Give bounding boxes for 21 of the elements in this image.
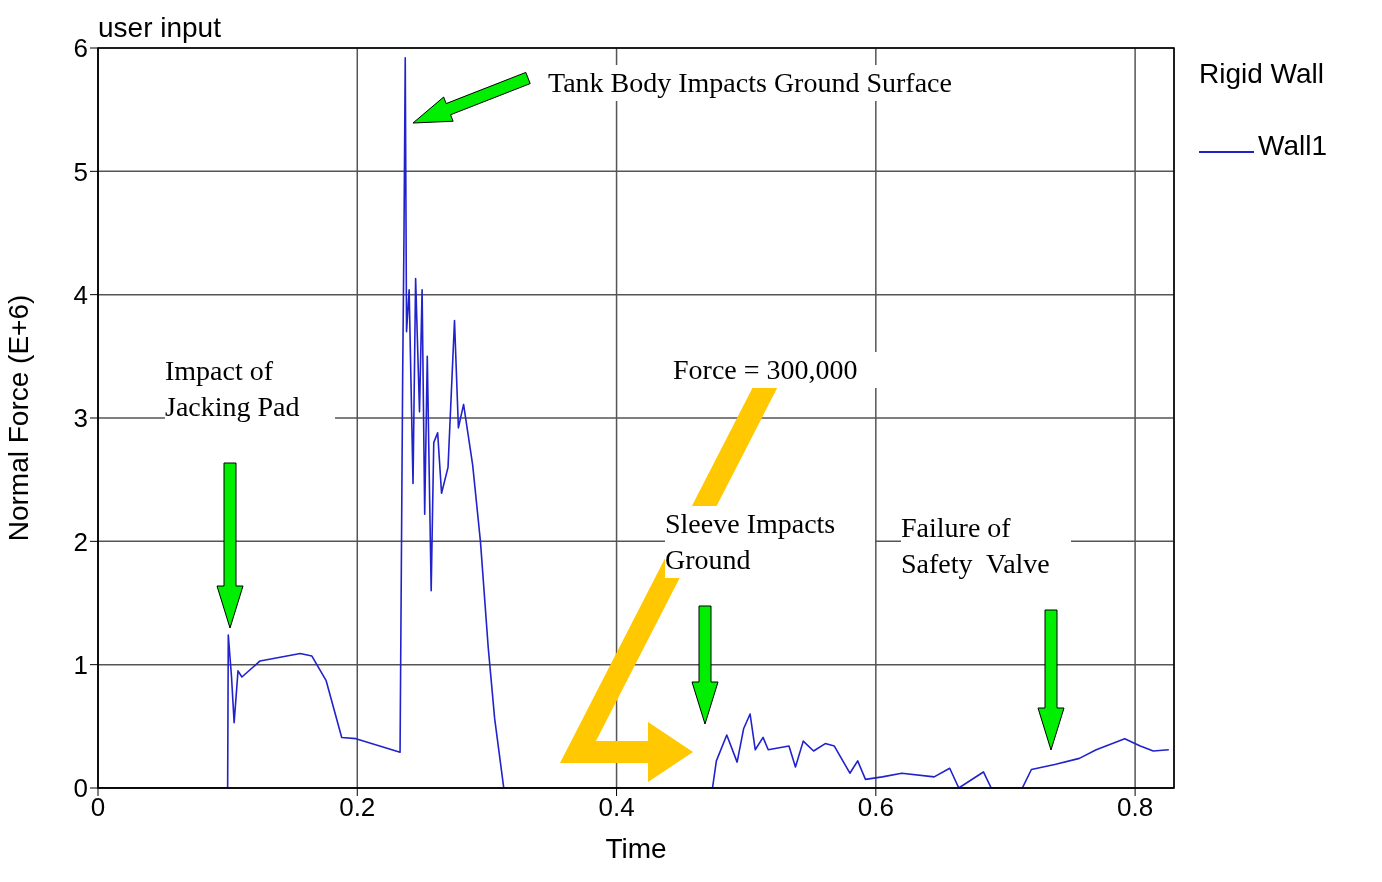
x-tick-label: 0.2 (339, 792, 376, 823)
y-tick-label: 1 (73, 649, 88, 680)
y-tick-label: 6 (73, 33, 88, 64)
y-tick-label: 0 (73, 773, 88, 804)
y-tick-label: 2 (73, 526, 88, 557)
chart-title: user input (98, 12, 221, 44)
legend-label: Wall1 (1258, 130, 1327, 162)
x-tick-label: 0.8 (1117, 792, 1154, 823)
annotation: Sleeve Impacts Ground (665, 506, 875, 578)
y-tick-label: 3 (73, 403, 88, 434)
legend-title: Rigid Wall (1199, 58, 1325, 90)
annotation: Force = 300,000 (673, 352, 903, 388)
x-tick-label: 0.4 (598, 792, 635, 823)
annotation: Impact of Jacking Pad (165, 353, 335, 425)
y-tick-label: 4 (73, 279, 88, 310)
y-axis-title: Normal Force (E+6) (2, 294, 34, 542)
x-tick-label: 0.6 (857, 792, 894, 823)
annotation: Tank Body Impacts Ground Surface (548, 65, 1028, 101)
y-tick-label: 5 (73, 156, 88, 187)
x-axis-title: Time (605, 833, 667, 864)
annotation: Failure of Safety Valve (901, 510, 1071, 582)
